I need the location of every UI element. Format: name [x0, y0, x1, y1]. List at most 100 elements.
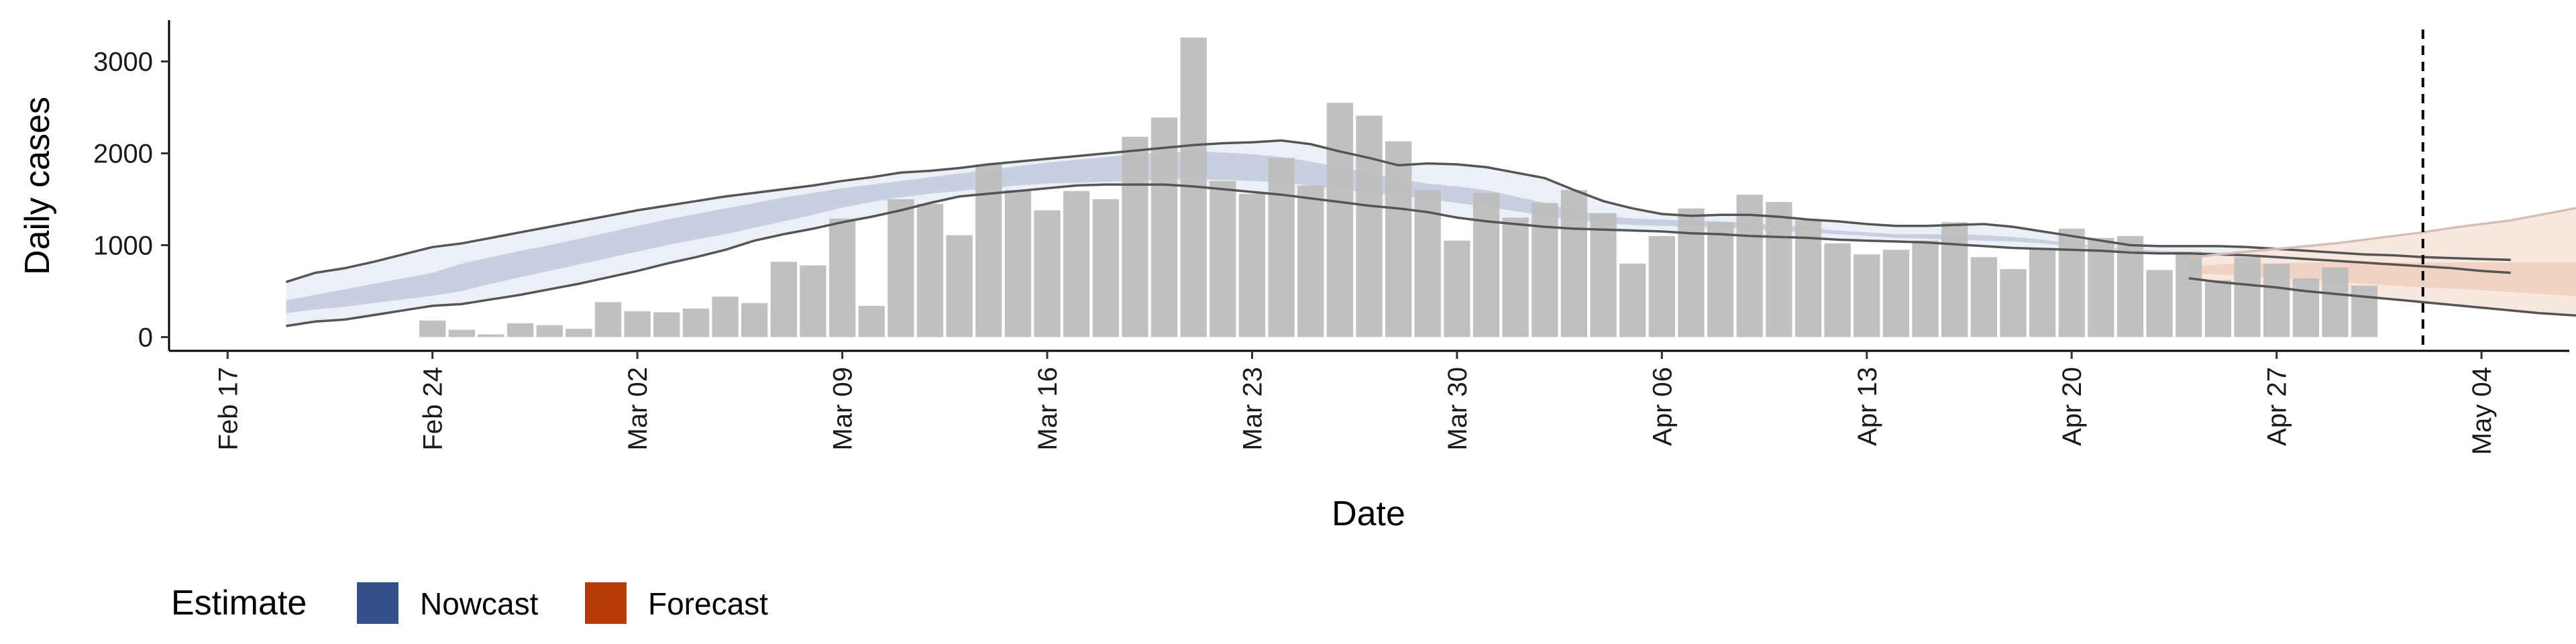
case-bar: [1444, 240, 1470, 337]
nowcast-bands: [286, 140, 2511, 326]
case-bar: [1854, 254, 1880, 337]
case-bar: [1297, 185, 1324, 337]
forecast-upper-line: [2188, 207, 2576, 260]
x-axis-title: Date: [1332, 494, 1405, 533]
case-bar: [975, 164, 1002, 337]
case-bar: [1707, 222, 1734, 337]
case-bar: [916, 203, 944, 337]
case-bar: [1794, 220, 1822, 337]
y-axis-ticks: 0 1000 2000 3000: [93, 48, 169, 353]
y-tick-label: 1000: [93, 231, 153, 261]
case-bar: [2088, 237, 2114, 337]
case-bar: [1472, 193, 1500, 337]
x-tick-label: Apr 20: [2057, 367, 2087, 446]
x-axis-ticks: Feb 17 Feb 24 Mar 02 Mar 09 Mar 16 Mar 23 Mar …: [213, 351, 2497, 455]
case-bar: [2204, 280, 2232, 337]
legend-nowcast-swatch: [357, 582, 398, 624]
case-bar: [1912, 240, 1939, 337]
case-bar: [1092, 199, 1119, 337]
case-bar: [1970, 257, 1997, 337]
legend-title: Estimate: [171, 584, 307, 623]
x-tick-label: May 04: [2467, 367, 2497, 455]
y-tick-label: 0: [138, 323, 153, 353]
nowcast-upper-line: [285, 139, 2511, 283]
case-bar: [1766, 202, 1792, 337]
case-bar: [858, 305, 885, 337]
case-bar: [2263, 263, 2290, 337]
case-bar: [1736, 195, 1763, 337]
case-bar: [1238, 193, 1266, 337]
case-bar: [448, 329, 475, 337]
x-tick-label: Apr 13: [1853, 367, 1882, 446]
nowcast-90-band: [286, 140, 2511, 326]
case-bar: [712, 297, 739, 337]
case-bar: [1590, 213, 1617, 337]
case-bar: [2351, 285, 2378, 337]
case-bar: [946, 235, 973, 337]
case-bar: [566, 329, 592, 337]
case-bar: [1004, 190, 1032, 337]
case-bar: [1034, 210, 1061, 337]
case-bar: [2176, 252, 2202, 337]
case-bar: [682, 309, 710, 337]
case-bar: [2146, 270, 2173, 337]
y-tick-label: 2000: [93, 140, 153, 169]
case-bar: [536, 325, 563, 337]
case-bar: [800, 265, 826, 337]
case-bar: [1941, 222, 1968, 337]
x-tick-label: Apr 06: [1648, 367, 1677, 446]
case-bar: [1678, 208, 1705, 337]
x-tick-label: Mar 16: [1033, 367, 1063, 451]
case-bar: [1648, 235, 1675, 337]
y-tick-label: 3000: [93, 48, 153, 77]
case-bar: [1882, 250, 1910, 337]
legend: Estimate Nowcast Forecast: [171, 582, 768, 624]
nowcast-50-band: [286, 151, 2511, 313]
case-bar: [1502, 217, 1529, 337]
case-bar: [1268, 158, 1295, 337]
case-bar: [829, 218, 856, 337]
x-tick-label: Mar 30: [1443, 367, 1472, 451]
x-tick-label: Feb 24: [419, 367, 448, 451]
case-bar: [2234, 257, 2261, 337]
case-bar: [770, 262, 797, 337]
daily-case-bars: [419, 38, 2378, 337]
case-bar: [741, 303, 768, 337]
case-bar: [2029, 248, 2056, 337]
y-axis-title: Daily cases: [18, 97, 57, 275]
x-tick-label: Apr 27: [2263, 367, 2292, 446]
case-bar: [478, 334, 504, 337]
case-bar: [653, 312, 680, 337]
legend-forecast-swatch: [585, 582, 627, 624]
nowcast-lower-line: [286, 183, 2511, 327]
x-tick-label: Mar 09: [828, 367, 858, 451]
case-bar: [2058, 228, 2085, 337]
x-tick-label: Feb 17: [213, 367, 243, 451]
case-bar: [1824, 243, 1851, 337]
case-bar: [507, 323, 534, 337]
case-bar: [1619, 263, 1646, 337]
x-tick-label: Mar 02: [623, 367, 653, 451]
legend-nowcast-label: Nowcast: [420, 586, 539, 621]
case-bar: [1532, 203, 1558, 337]
case-bar: [594, 302, 622, 337]
case-bar: [1063, 191, 1090, 337]
case-bar: [2292, 278, 2319, 337]
forecast-lower-line: [2188, 277, 2576, 317]
case-bar: [1210, 180, 1236, 337]
case-bar: [419, 320, 446, 337]
case-bar: [1326, 103, 1353, 337]
band-edge-lines: [285, 139, 2576, 327]
case-bar: [1560, 190, 1588, 337]
legend-forecast-label: Forecast: [648, 586, 768, 621]
case-bar: [624, 311, 651, 337]
case-bar: [1150, 117, 1178, 337]
x-tick-label: Mar 23: [1238, 367, 1268, 451]
case-bar: [888, 199, 914, 337]
case-bar: [1356, 115, 1383, 337]
case-bar: [2322, 267, 2349, 337]
case-bar: [2000, 269, 2027, 337]
case-bar: [1122, 136, 1148, 337]
case-bar: [1385, 141, 1412, 337]
